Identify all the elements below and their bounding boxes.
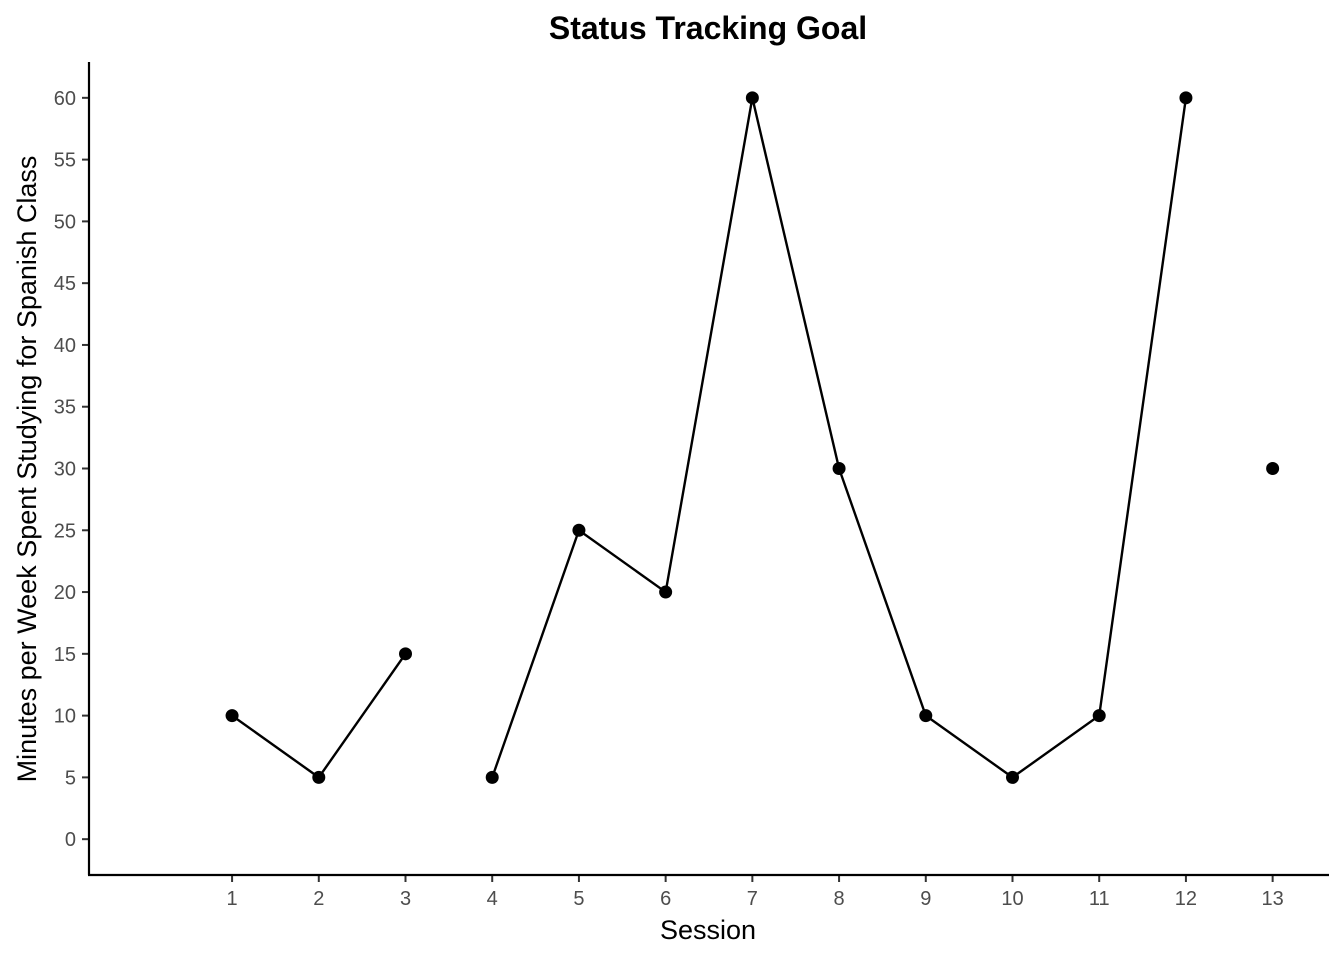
x-tick-label: 6 — [660, 888, 671, 910]
y-tick-label: 15 — [54, 644, 76, 666]
series-line-segment — [231, 653, 407, 780]
data-point — [225, 709, 239, 723]
y-axis-label: Minutes per Week Spent Studying for Span… — [12, 156, 42, 783]
series-lines — [231, 97, 1188, 780]
data-point — [832, 462, 846, 475]
x-tick-label: 5 — [573, 888, 584, 910]
x-tick-label: 11 — [1089, 888, 1110, 910]
data-point — [745, 91, 759, 105]
series-points — [225, 91, 1280, 784]
y-tick-label: 55 — [54, 150, 76, 172]
x-tick-label: 9 — [920, 888, 931, 910]
x-tick-label: 4 — [487, 888, 498, 910]
x-tick-label: 13 — [1262, 888, 1284, 910]
x-tick-label: 7 — [747, 888, 758, 910]
chart-title: Status Tracking Goal — [549, 10, 867, 46]
data-point — [485, 770, 499, 784]
x-tick-label: 2 — [313, 888, 324, 910]
y-tick-label: 60 — [54, 88, 76, 110]
x-tick-label: 3 — [400, 888, 411, 910]
y-tick-label: 20 — [54, 582, 76, 604]
data-point — [1092, 709, 1106, 723]
y-tick-label: 0 — [65, 829, 76, 851]
y-tick-label: 5 — [65, 767, 76, 789]
data-point — [1179, 91, 1193, 105]
data-point — [1005, 770, 1019, 784]
y-axis-ticks: 0 5 10 15 20 25 30 35 40 45 50 55 60 — [54, 88, 89, 851]
data-point — [399, 647, 413, 661]
x-tick-label: 12 — [1175, 888, 1197, 910]
data-point — [312, 770, 326, 784]
x-axis-label: Session — [660, 915, 756, 945]
data-point — [659, 585, 673, 599]
y-tick-label: 25 — [54, 520, 76, 542]
x-tick-label: 1 — [227, 888, 238, 910]
y-tick-label: 40 — [54, 335, 76, 357]
y-tick-label: 35 — [54, 397, 76, 419]
y-tick-label: 30 — [54, 459, 76, 481]
x-axis-ticks: 1 2 3 4 5 6 7 8 9 10 11 12 13 — [227, 875, 1284, 910]
y-tick-label: 10 — [54, 706, 76, 728]
x-tick-label: 8 — [834, 888, 845, 910]
y-tick-label: 45 — [54, 273, 76, 295]
data-point — [1266, 462, 1280, 475]
series-line-segment — [491, 97, 1188, 779]
data-point — [572, 523, 586, 537]
x-tick-label: 10 — [1001, 888, 1023, 910]
data-point — [919, 709, 933, 723]
y-tick-label: 50 — [54, 211, 76, 233]
